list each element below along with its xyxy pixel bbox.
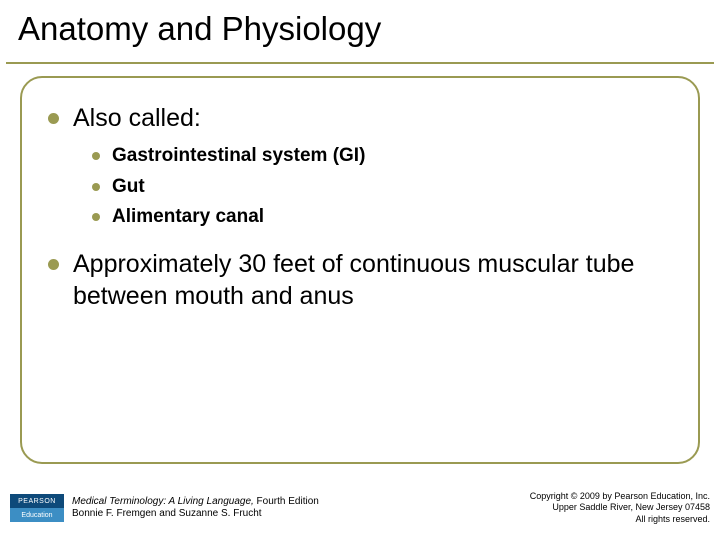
publisher-logo: PEARSON Education — [10, 494, 64, 522]
book-edition: Fourth Edition — [254, 496, 319, 507]
bullet-item: Approximately 30 feet of continuous musc… — [48, 248, 672, 312]
copyright: Copyright © 2009 by Pearson Education, I… — [530, 491, 710, 525]
copyright-line: Copyright © 2009 by Pearson Education, I… — [530, 491, 710, 502]
slide-title: Anatomy and Physiology — [18, 10, 702, 48]
title-area: Anatomy and Physiology — [0, 0, 720, 56]
bullet-item: Also called: — [48, 102, 672, 134]
title-underline — [6, 62, 714, 64]
bullet-text: Approximately 30 feet of continuous musc… — [73, 248, 672, 312]
sub-item: Alimentary canal — [92, 205, 672, 230]
bullet-text: Also called: — [73, 102, 201, 134]
bullet-icon — [92, 183, 100, 191]
book-authors: Bonnie F. Fremgen and Suzanne S. Frucht — [72, 508, 319, 521]
sub-text: Gut — [112, 175, 145, 200]
sub-list: Gastrointestinal system (GI) Gut Aliment… — [92, 144, 672, 230]
book-info: Medical Terminology: A Living Language, … — [72, 496, 319, 521]
copyright-line: Upper Saddle River, New Jersey 07458 — [530, 502, 710, 513]
bullet-icon — [48, 259, 59, 270]
sub-item: Gastrointestinal system (GI) — [92, 144, 672, 169]
logo-top: PEARSON — [10, 494, 64, 508]
sub-item: Gut — [92, 175, 672, 200]
content-box: Also called: Gastrointestinal system (GI… — [20, 76, 700, 464]
bullet-icon — [48, 113, 59, 124]
footer: PEARSON Education Medical Terminology: A… — [0, 482, 720, 540]
sub-text: Gastrointestinal system (GI) — [112, 144, 365, 169]
bullet-icon — [92, 213, 100, 221]
book-title: Medical Terminology: A Living Language, — [72, 496, 254, 507]
bullet-icon — [92, 152, 100, 160]
copyright-line: All rights reserved. — [530, 514, 710, 525]
sub-text: Alimentary canal — [112, 205, 264, 230]
logo-bottom: Education — [10, 508, 64, 522]
